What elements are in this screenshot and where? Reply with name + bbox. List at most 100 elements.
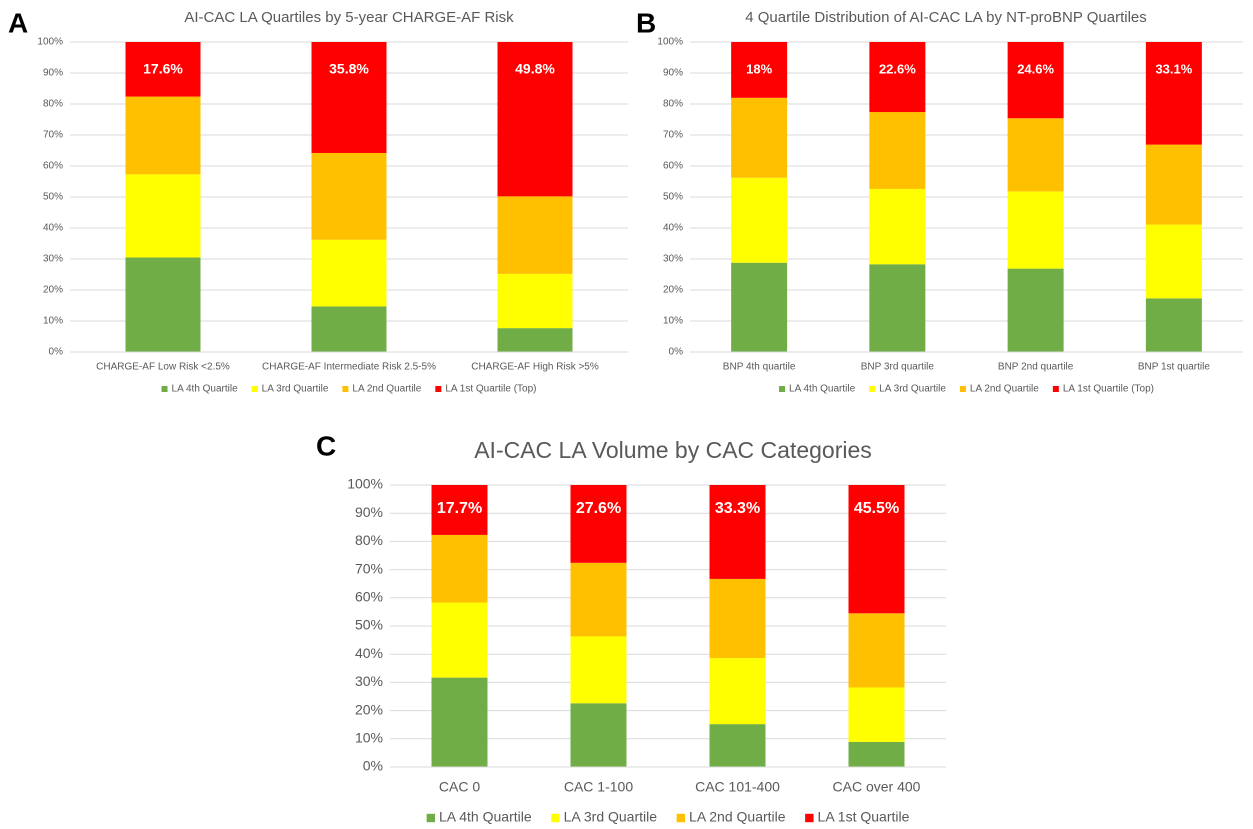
bar-segment (311, 152, 387, 240)
y-tick-label: 0% (363, 758, 383, 774)
y-tick-label: 80% (43, 99, 63, 110)
bar-segment (431, 485, 488, 535)
y-tick-label: 90% (43, 68, 63, 79)
y-tick-label: 90% (355, 504, 383, 520)
y-tick-label: 90% (663, 68, 683, 79)
legend-label: LA 1st Quartile (Top) (445, 384, 536, 395)
y-tick-label: 10% (663, 316, 683, 327)
y-tick-label: 70% (355, 560, 383, 576)
legend-swatch (959, 386, 966, 392)
y-tick-label: 40% (43, 223, 63, 234)
bar-segment (1007, 118, 1064, 192)
legend-swatch (1052, 386, 1059, 392)
bar-segment (570, 562, 627, 637)
bar-segment (709, 658, 766, 725)
y-tick-label: 20% (663, 285, 683, 296)
x-tick-label: CHARGE-AF Low Risk <2.5% (96, 362, 230, 373)
y-tick-label: 50% (663, 192, 683, 203)
value-label: 33.3% (715, 500, 760, 517)
y-tick-label: 100% (657, 37, 683, 48)
y-tick-label: 70% (663, 130, 683, 141)
y-tick-label: 80% (355, 532, 383, 548)
bar-segment (570, 636, 627, 704)
x-tick-label: CHARGE-AF High Risk >5% (471, 362, 599, 373)
panel-letter: C (316, 430, 336, 461)
bar-segment (431, 534, 488, 603)
y-tick-label: 20% (43, 285, 63, 296)
value-label: 17.7% (437, 500, 482, 517)
bar-segment (125, 96, 201, 175)
value-label: 33.1% (1155, 61, 1192, 76)
value-label: 17.6% (143, 61, 183, 77)
bar-segment (869, 264, 926, 352)
y-tick-label: 40% (663, 223, 683, 234)
value-label: 22.6% (879, 61, 916, 76)
y-tick-label: 10% (43, 316, 63, 327)
panel-letter: B (636, 7, 656, 38)
bar-segment (497, 196, 573, 274)
legend-swatch (551, 813, 560, 823)
y-tick-label: 60% (43, 161, 63, 172)
value-label: 49.8% (515, 61, 555, 77)
bar-segment (848, 613, 905, 688)
bar-segment (869, 42, 926, 113)
legend-label: LA 1st Quartile (Top) (1063, 384, 1154, 395)
bar-segment (1007, 191, 1064, 269)
value-label: 27.6% (576, 500, 621, 517)
bar-segment (848, 485, 905, 614)
bar-segment (570, 485, 627, 563)
bar-segment (1145, 224, 1202, 299)
y-tick-label: 50% (43, 192, 63, 203)
legend-swatch (435, 386, 442, 392)
value-label: 18% (746, 61, 772, 76)
bar-segment (1145, 144, 1202, 225)
legend-swatch (869, 386, 876, 392)
legend-label: LA 2nd Quartile (352, 384, 421, 395)
legend-swatch (251, 386, 258, 392)
bar-segment (731, 97, 788, 178)
y-tick-label: 80% (663, 99, 683, 110)
legend-label: LA 2nd Quartile (970, 384, 1039, 395)
y-tick-label: 20% (355, 701, 383, 717)
bar-segment (311, 306, 387, 352)
bar-segment (1145, 298, 1202, 352)
legend-swatch (342, 386, 349, 392)
x-tick-label: CAC 1-100 (564, 779, 633, 795)
y-tick-label: 30% (43, 254, 63, 265)
y-tick-label: 100% (37, 37, 63, 48)
x-tick-label: CAC over 400 (833, 779, 921, 795)
bar-segment (1007, 42, 1064, 119)
bar-segment (709, 485, 766, 579)
bar-segment (709, 578, 766, 659)
bar-segment (731, 262, 788, 352)
legend-label: LA 3rd Quartile (879, 384, 946, 395)
y-tick-label: 30% (355, 673, 383, 689)
legend-label: LA 4th Quartile (789, 384, 856, 395)
legend-swatch (161, 386, 168, 392)
bar-segment (869, 112, 926, 189)
legend-label: LA 4th Quartile (439, 809, 532, 825)
bar-segment (848, 687, 905, 742)
y-tick-label: 70% (43, 130, 63, 141)
bar-segment (848, 741, 905, 767)
panel-letter: A (8, 7, 28, 38)
bar-segment (731, 42, 788, 98)
y-tick-label: 50% (355, 617, 383, 633)
legend-label: LA 3rd Quartile (564, 809, 658, 825)
value-label: 35.8% (329, 61, 369, 77)
bar-segment (431, 677, 488, 767)
bar-segment (869, 188, 926, 265)
bar-segment (1145, 42, 1202, 145)
chart-title: 4 Quartile Distribution of AI-CAC LA by … (745, 9, 1147, 26)
legend-swatch (779, 386, 786, 392)
y-tick-label: 100% (347, 476, 383, 492)
value-label: 45.5% (854, 500, 899, 517)
bar-segment (570, 703, 627, 767)
x-tick-label: CHARGE-AF Intermediate Risk 2.5-5% (262, 362, 436, 373)
bar-segment (497, 42, 573, 197)
x-tick-label: BNP 4th quartile (723, 362, 796, 373)
bar-segment (125, 42, 201, 97)
value-label: 24.6% (1017, 61, 1054, 76)
y-tick-label: 60% (355, 589, 383, 605)
y-tick-label: 30% (663, 254, 683, 265)
